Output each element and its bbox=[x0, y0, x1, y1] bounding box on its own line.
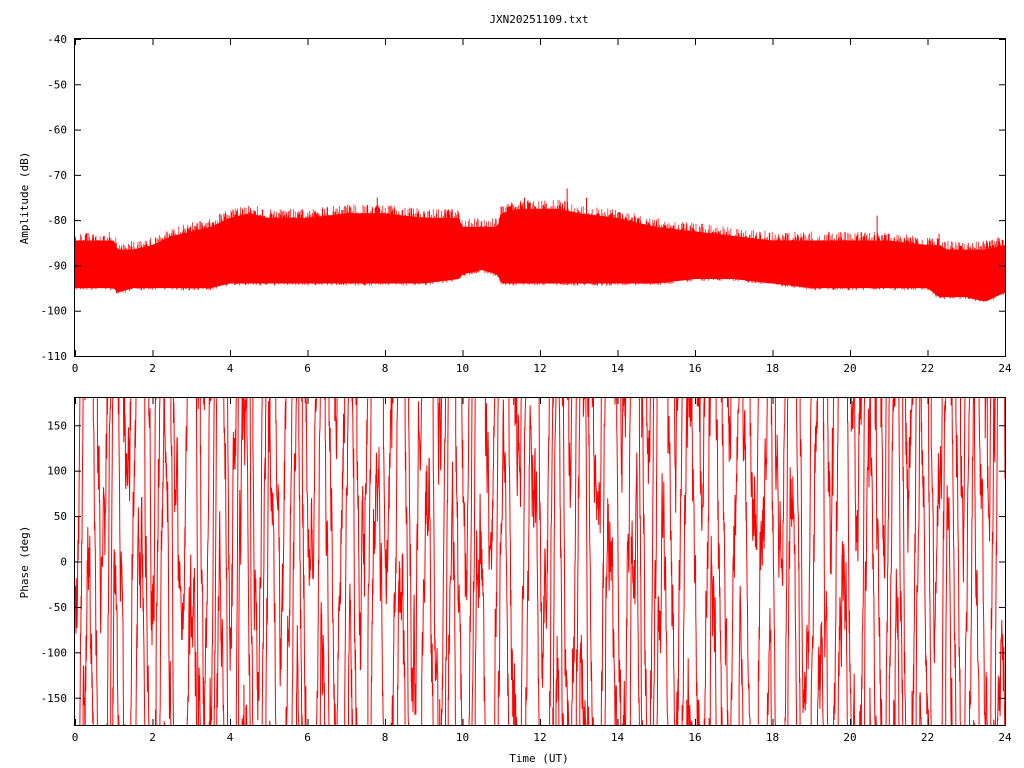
phase-x-tick-label: 6 bbox=[304, 731, 311, 744]
amp-y-tick-label: -50 bbox=[47, 78, 67, 91]
phase-y-tick-label: 150 bbox=[47, 419, 67, 432]
phase-x-tick-label: 14 bbox=[611, 731, 625, 744]
phase-axes: 0 2 4 6 8 10 12 14 16 18 20 22 24150100500-50-100-15… bbox=[41, 398, 1012, 744]
phase-y-axis-label: Phase (deg) bbox=[18, 526, 31, 599]
phase-plot-frame bbox=[74, 397, 1006, 726]
phase-series bbox=[75, 398, 1005, 725]
amp-x-tick-label: 4 bbox=[227, 362, 234, 375]
amp-y-tick-label: -70 bbox=[47, 169, 67, 182]
chart-title: JXN20251109.txt bbox=[489, 13, 588, 26]
phase-panel: 0 2 4 6 8 10 12 14 16 18 20 22 24150100500-50-100-15… bbox=[18, 397, 1012, 765]
phase-x-tick-label: 12 bbox=[533, 731, 546, 744]
phase-y-tick-label: -50 bbox=[47, 601, 67, 614]
amp-x-tick-label: 20 bbox=[843, 362, 856, 375]
amp-y-tick-label: -100 bbox=[41, 305, 68, 318]
amplitude-axes: 0 2 4 6 8 10 12 14 16 18 20 22 24-40-50-60-70-80-90-… bbox=[41, 33, 1012, 375]
phase-x-tick-label: 2 bbox=[149, 731, 156, 744]
amplitude-panel: 0 2 4 6 8 10 12 14 16 18 20 22 24-40-50-60-70-80-90-… bbox=[18, 33, 1012, 375]
amplitude-series bbox=[74, 188, 1005, 302]
x-axis-label: Time (UT) bbox=[509, 752, 569, 765]
amp-x-tick-label: 18 bbox=[766, 362, 779, 375]
phase-x-tick-label: 20 bbox=[843, 731, 856, 744]
amp-x-tick-label: 10 bbox=[456, 362, 469, 375]
amp-x-tick-label: 14 bbox=[611, 362, 625, 375]
amp-y-tick-label: -90 bbox=[47, 259, 67, 272]
phase-x-tick-label: 18 bbox=[766, 731, 779, 744]
phase-x-tick-label: 16 bbox=[688, 731, 701, 744]
phase-y-tick-label: 50 bbox=[54, 510, 67, 523]
amp-x-tick-label: 16 bbox=[688, 362, 701, 375]
amp-x-tick-label: 24 bbox=[998, 362, 1012, 375]
phase-y-tick-label: -100 bbox=[41, 646, 68, 659]
phase-x-tick-label: 4 bbox=[227, 731, 234, 744]
phase-x-tick-label: 10 bbox=[456, 731, 469, 744]
phase-x-tick-label: 24 bbox=[998, 731, 1012, 744]
phase-line bbox=[75, 398, 1005, 725]
phase-y-tick-label: -150 bbox=[41, 692, 68, 705]
phase-x-tick-label: 0 bbox=[72, 731, 79, 744]
amp-x-tick-label: 6 bbox=[304, 362, 311, 375]
amp-y-tick-label: -60 bbox=[47, 124, 67, 137]
phase-y-tick-label: 0 bbox=[60, 556, 67, 569]
amplitude-plot-frame bbox=[74, 38, 1006, 357]
amp-y-tick-label: -110 bbox=[41, 350, 68, 363]
amp-x-tick-label: 22 bbox=[921, 362, 934, 375]
amp-y-tick-label: -40 bbox=[47, 33, 67, 46]
phase-x-tick-label: 8 bbox=[382, 731, 389, 744]
amplitude-y-axis-label: Amplitude (dB) bbox=[18, 152, 31, 245]
amp-x-tick-label: 8 bbox=[382, 362, 389, 375]
amp-x-tick-label: 2 bbox=[149, 362, 156, 375]
amp-x-tick-label: 12 bbox=[533, 362, 546, 375]
amp-y-tick-label: -80 bbox=[47, 214, 67, 227]
phase-y-tick-label: 100 bbox=[47, 465, 67, 478]
amp-x-tick-label: 0 bbox=[72, 362, 79, 375]
phase-x-tick-label: 22 bbox=[921, 731, 934, 744]
